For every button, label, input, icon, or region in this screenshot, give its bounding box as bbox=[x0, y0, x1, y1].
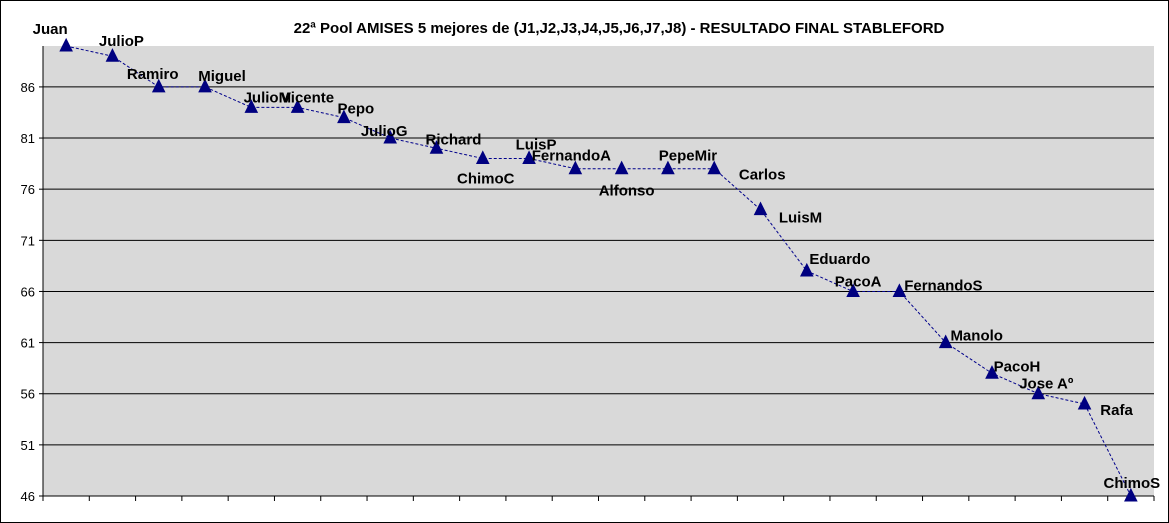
point-label: PacoA bbox=[835, 273, 882, 290]
data-point-marker bbox=[475, 150, 490, 164]
data-point-marker bbox=[846, 283, 860, 297]
point-label: ChimoC bbox=[457, 171, 515, 188]
series-line bbox=[65, 45, 1132, 497]
data-point-marker bbox=[429, 140, 444, 154]
point-label: Ramiro bbox=[127, 66, 179, 83]
point-label: FernandoS bbox=[904, 277, 982, 294]
point-label: Alfonso bbox=[599, 183, 655, 200]
y-tick-label: 51 bbox=[21, 438, 35, 453]
data-point-marker bbox=[1124, 487, 1138, 502]
data-point-marker bbox=[892, 283, 907, 297]
data-point-marker bbox=[938, 334, 953, 349]
data-point-marker bbox=[244, 99, 259, 113]
point-label: JulioP bbox=[99, 33, 144, 50]
point-label: JulioM bbox=[244, 89, 292, 106]
point-label: Manolo bbox=[950, 328, 1003, 345]
point-label: ChimoS bbox=[1104, 475, 1161, 492]
data-point-marker bbox=[198, 78, 212, 93]
data-point-marker bbox=[105, 48, 120, 62]
point-label: LuisP bbox=[516, 137, 557, 154]
point-label: Jose Aº bbox=[1019, 376, 1074, 393]
point-label: JulioG bbox=[361, 123, 408, 140]
data-point-marker bbox=[707, 160, 722, 175]
data-point-marker bbox=[1031, 385, 1046, 400]
y-tick-label: 46 bbox=[21, 489, 35, 504]
point-label: Miguel bbox=[198, 68, 246, 85]
data-point-marker bbox=[383, 129, 397, 144]
y-tick-label: 86 bbox=[21, 80, 35, 95]
point-label: Rafa bbox=[1100, 402, 1133, 419]
data-point-marker bbox=[337, 109, 351, 124]
x-axis-ticks bbox=[42, 496, 1155, 501]
y-tick-label: 81 bbox=[21, 131, 35, 146]
data-point-marker bbox=[661, 160, 675, 175]
series-markers bbox=[59, 37, 1138, 502]
data-point-marker bbox=[985, 365, 999, 379]
data-point-marker bbox=[800, 262, 814, 277]
point-label: Carlos bbox=[739, 167, 786, 184]
data-point-marker bbox=[753, 201, 768, 216]
point-label: LuisM bbox=[779, 210, 822, 227]
data-point-marker bbox=[290, 99, 305, 113]
chart-title: 22ª Pool AMISES 5 mejores de (J1,J2,J3,J… bbox=[294, 20, 945, 37]
y-tick-label: 71 bbox=[21, 233, 35, 248]
point-label: Juan bbox=[33, 21, 68, 38]
data-point-marker bbox=[568, 160, 583, 175]
point-label: FernandoA bbox=[532, 148, 611, 165]
y-tick-label: 76 bbox=[21, 182, 35, 197]
data-point-marker bbox=[614, 160, 629, 175]
point-label: Pepo bbox=[338, 101, 375, 118]
data-point-marker bbox=[59, 37, 73, 52]
point-label: Eduardo bbox=[809, 251, 870, 268]
series-polyline bbox=[65, 45, 1132, 497]
data-point-marker bbox=[151, 78, 166, 93]
y-tick-label: 66 bbox=[21, 284, 35, 299]
data-point-marker bbox=[522, 150, 536, 164]
y-tick-label: 56 bbox=[21, 387, 35, 402]
y-tick-label: 61 bbox=[21, 336, 35, 351]
plot-area bbox=[43, 46, 1154, 496]
point-label: Richard bbox=[426, 131, 482, 148]
point-label: Vicente bbox=[281, 89, 334, 106]
point-label: PepeMir bbox=[659, 148, 718, 165]
y-axis-tick-labels: 46 51 56 61 66 71 76 81 86 bbox=[21, 80, 43, 504]
point-label: PacoH bbox=[994, 358, 1041, 375]
data-point-marker bbox=[1077, 395, 1092, 410]
